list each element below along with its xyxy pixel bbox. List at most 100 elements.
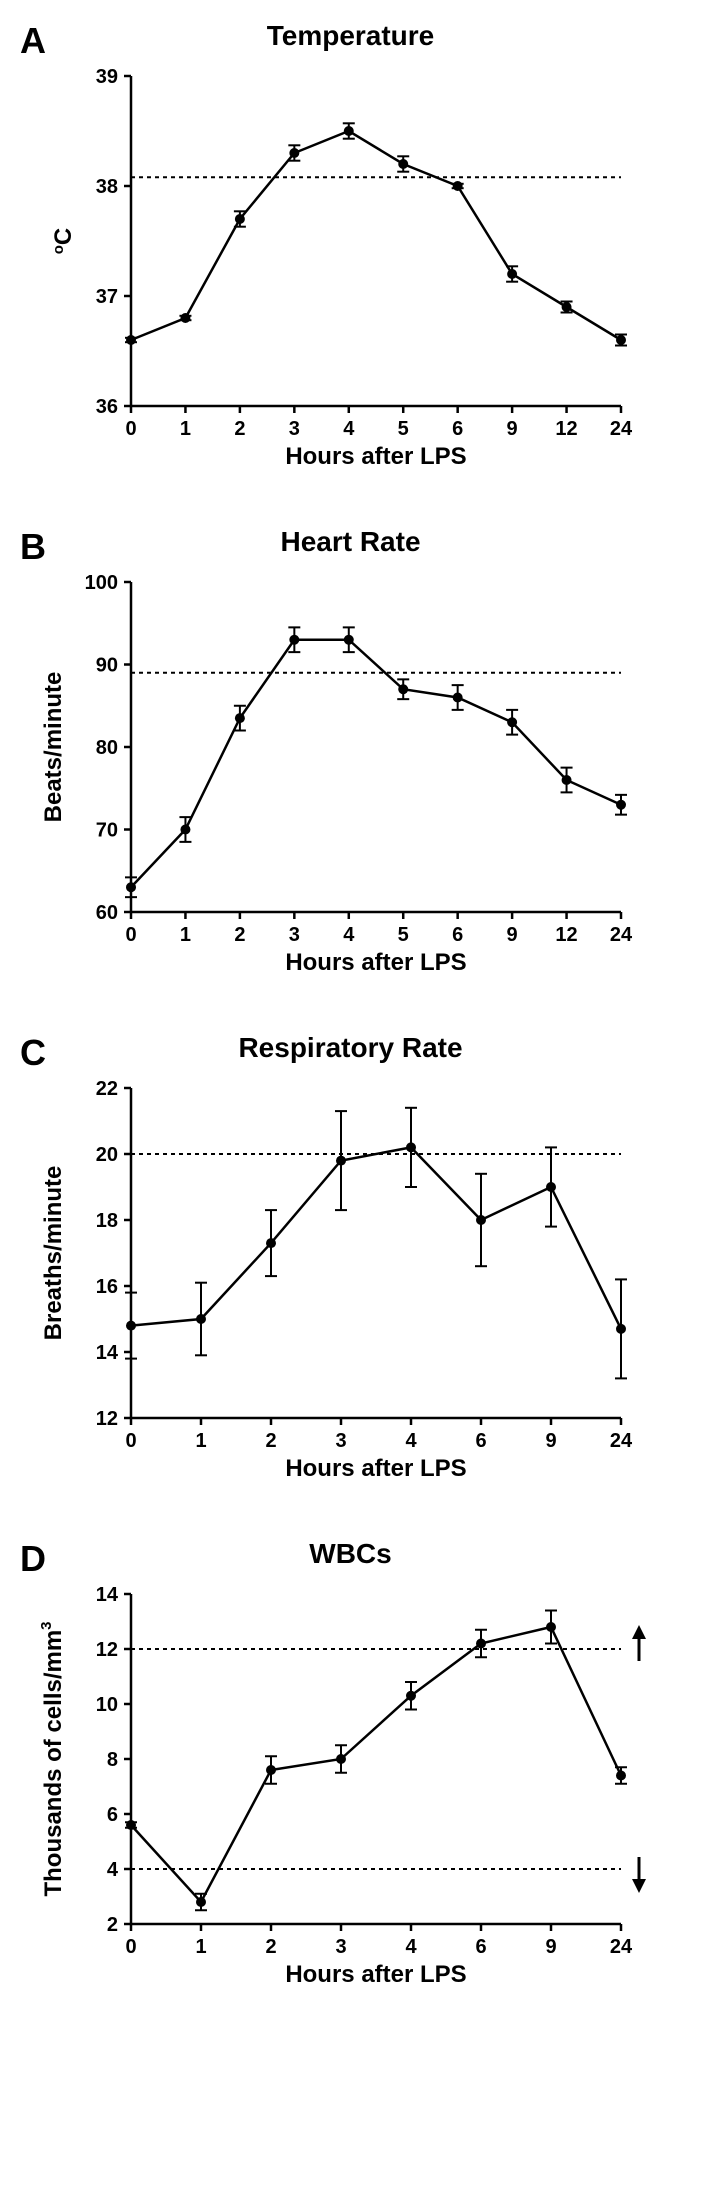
data-marker — [398, 159, 408, 169]
panel-c: CRespiratory Rate121416182022012346924Br… — [20, 1032, 681, 1488]
chart-title: Respiratory Rate — [238, 1032, 462, 1064]
x-tick-label: 3 — [288, 418, 299, 440]
y-axis-label: oC — [50, 228, 77, 255]
data-marker — [126, 882, 136, 892]
chart-wrap: Temperature36373839012345691224oCHours a… — [20, 20, 681, 476]
x-axis-label: Hours after LPS — [285, 443, 466, 470]
y-tick-label: 14 — [95, 1584, 118, 1606]
data-marker — [180, 825, 190, 835]
x-axis-label: Hours after LPS — [285, 1455, 466, 1482]
data-marker — [507, 269, 517, 279]
y-tick-label: 18 — [95, 1210, 117, 1232]
y-tick-label: 4 — [106, 1859, 118, 1881]
x-tick-label: 9 — [545, 1936, 556, 1958]
x-tick-label: 4 — [343, 924, 355, 946]
x-tick-label: 4 — [405, 1430, 417, 1452]
chart-wrap: Heart Rate60708090100012345691224Beats/m… — [20, 526, 681, 982]
panel-label: D — [20, 1538, 46, 1580]
x-tick-label: 6 — [452, 418, 463, 440]
x-tick-label: 12 — [555, 924, 577, 946]
data-marker — [476, 1639, 486, 1649]
x-tick-label: 24 — [609, 1430, 632, 1452]
x-tick-label: 9 — [545, 1430, 556, 1452]
chart-title: Temperature — [267, 20, 435, 52]
y-tick-label: 2 — [106, 1914, 117, 1936]
data-marker — [289, 148, 299, 158]
y-tick-label: 80 — [95, 737, 117, 759]
x-tick-label: 5 — [397, 924, 408, 946]
data-line — [131, 1147, 621, 1329]
data-marker — [546, 1182, 556, 1192]
x-tick-label: 2 — [265, 1936, 276, 1958]
y-axis-label: Thousands of cells/mm3 — [38, 1621, 67, 1896]
data-marker — [616, 1324, 626, 1334]
chart-svg: 2468101214012346924Thousands of cells/mm… — [21, 1574, 681, 1994]
x-tick-label: 4 — [405, 1936, 417, 1958]
data-marker — [476, 1215, 486, 1225]
data-marker — [343, 126, 353, 136]
y-axis-label: Breaths/minute — [40, 1166, 67, 1341]
y-tick-label: 8 — [106, 1749, 117, 1771]
x-tick-label: 24 — [609, 1936, 632, 1958]
data-marker — [180, 313, 190, 323]
data-marker — [196, 1314, 206, 1324]
y-tick-label: 6 — [106, 1804, 117, 1826]
x-tick-label: 1 — [179, 418, 190, 440]
data-marker — [126, 1820, 136, 1830]
panel-label: A — [20, 20, 46, 62]
y-tick-label: 10 — [95, 1694, 117, 1716]
x-tick-label: 9 — [506, 418, 517, 440]
data-marker — [234, 214, 244, 224]
chart-svg: 36373839012345691224oCHours after LPS — [21, 56, 681, 476]
data-marker — [126, 335, 136, 345]
y-tick-label: 60 — [95, 902, 117, 924]
x-tick-label: 0 — [125, 924, 136, 946]
data-marker — [266, 1238, 276, 1248]
y-tick-label: 70 — [95, 820, 117, 842]
x-tick-label: 2 — [234, 924, 245, 946]
y-axis-label: Beats/minute — [40, 672, 67, 823]
x-tick-label: 9 — [506, 924, 517, 946]
y-tick-label: 22 — [95, 1078, 117, 1100]
data-marker — [266, 1765, 276, 1775]
x-axis-label: Hours after LPS — [285, 949, 466, 976]
x-tick-label: 12 — [555, 418, 577, 440]
chart-svg: 60708090100012345691224Beats/minuteHours… — [21, 562, 681, 982]
chart-svg: 121416182022012346924Breaths/minuteHours… — [21, 1068, 681, 1488]
x-tick-label: 0 — [125, 418, 136, 440]
x-tick-label: 4 — [343, 418, 355, 440]
y-tick-label: 12 — [95, 1639, 117, 1661]
x-tick-label: 2 — [234, 418, 245, 440]
panel-a: ATemperature36373839012345691224oCHours … — [20, 20, 681, 476]
x-tick-label: 1 — [179, 924, 190, 946]
data-line — [131, 1627, 621, 1902]
data-line — [131, 131, 621, 340]
y-tick-label: 36 — [95, 396, 117, 418]
x-tick-label: 6 — [452, 924, 463, 946]
data-marker — [561, 302, 571, 312]
x-tick-label: 0 — [125, 1430, 136, 1452]
x-tick-label: 24 — [609, 418, 632, 440]
data-line — [131, 640, 621, 888]
y-tick-label: 37 — [95, 286, 117, 308]
data-marker — [196, 1897, 206, 1907]
arrow-up-icon — [632, 1625, 646, 1639]
figure-container: ATemperature36373839012345691224oCHours … — [20, 20, 681, 1994]
x-tick-label: 3 — [335, 1430, 346, 1452]
data-marker — [546, 1622, 556, 1632]
y-tick-label: 14 — [95, 1342, 118, 1364]
x-tick-label: 24 — [609, 924, 632, 946]
data-marker — [398, 684, 408, 694]
y-tick-label: 38 — [95, 176, 117, 198]
data-marker — [507, 717, 517, 727]
panel-label: C — [20, 1032, 46, 1074]
data-marker — [406, 1691, 416, 1701]
data-marker — [452, 693, 462, 703]
x-tick-label: 2 — [265, 1430, 276, 1452]
x-tick-label: 1 — [195, 1430, 206, 1452]
data-marker — [616, 800, 626, 810]
x-axis-label: Hours after LPS — [285, 1961, 466, 1988]
x-tick-label: 0 — [125, 1936, 136, 1958]
x-tick-label: 6 — [475, 1430, 486, 1452]
data-marker — [406, 1142, 416, 1152]
